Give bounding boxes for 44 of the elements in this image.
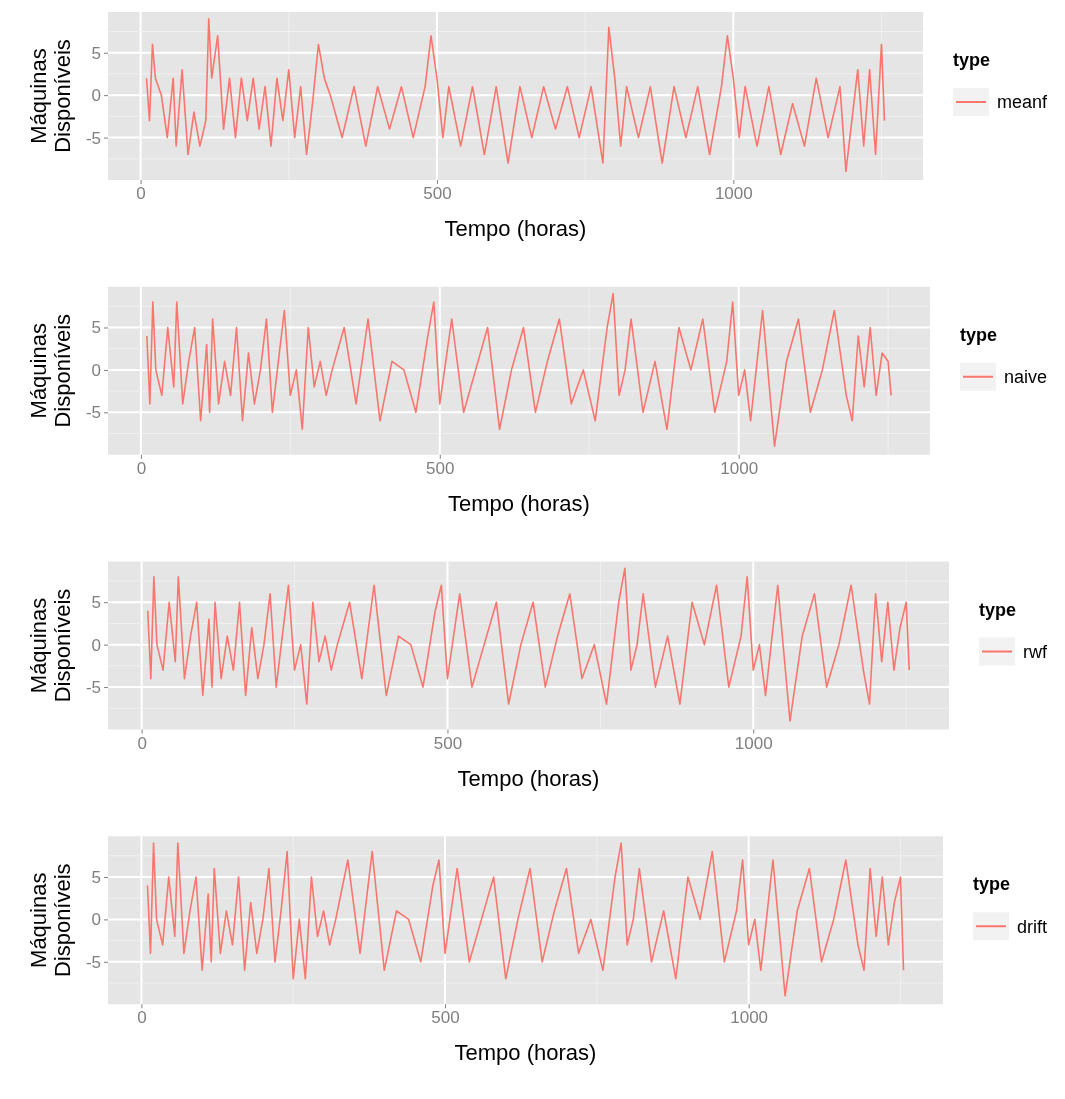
y-tick-label: 5 [91, 593, 101, 613]
x-axis-title: Tempo (horas) [457, 765, 600, 791]
x-tick-label: 1000 [734, 733, 773, 753]
x-tick-label: 500 [426, 458, 455, 478]
x-tick-label: 500 [433, 733, 463, 753]
line-series [146, 842, 905, 997]
line-series [146, 567, 911, 722]
x-tick-label: 1000 [720, 458, 759, 478]
legend-title: type [972, 874, 1010, 895]
line-series [146, 292, 892, 448]
legend-label: drift [1016, 916, 1047, 937]
y-axis-title: Máquinas Disponíveis [25, 863, 75, 978]
x-tick-label: 0 [137, 733, 147, 753]
x-tick-label: 500 [431, 1008, 460, 1028]
x-axis-title: Tempo (horas) [444, 216, 587, 241]
y-tick-label: 0 [91, 360, 101, 380]
y-tick-label: 5 [91, 43, 101, 63]
y-axis-title: Máquinas Disponíveis [25, 39, 75, 153]
y-axis-title: Máquinas Disponíveis [25, 313, 75, 428]
x-tick-label: 0 [136, 184, 146, 204]
x-axis-title: Tempo (horas) [454, 1040, 597, 1066]
y-tick-label: -5 [85, 128, 101, 148]
x-tick-label: 1000 [730, 1008, 769, 1028]
y-tick-label: 0 [91, 910, 101, 930]
y-tick-label: 5 [91, 318, 101, 338]
legend-title: type [979, 599, 1017, 620]
y-tick-label: 0 [91, 635, 101, 655]
y-tick-label: -5 [85, 678, 101, 698]
x-tick-label: 0 [137, 1008, 147, 1028]
legend-label: naive [1003, 367, 1047, 388]
y-tick-label: 5 [91, 867, 101, 887]
y-tick-label: -5 [85, 403, 101, 423]
y-tick-label: -5 [85, 952, 101, 972]
legend-title: type [959, 324, 997, 345]
x-tick-label: 500 [423, 184, 452, 204]
y-axis-title: Máquinas Disponíveis [25, 588, 75, 703]
line-series [145, 17, 886, 173]
y-tick-label: 0 [91, 86, 101, 106]
x-axis-title: Tempo (horas) [448, 490, 590, 516]
x-tick-label: 1000 [714, 184, 753, 204]
legend-label: rwf [1023, 641, 1048, 662]
legend-label: meanf [996, 92, 1048, 113]
x-tick-label: 0 [136, 458, 147, 478]
legend-title: type [952, 50, 990, 70]
